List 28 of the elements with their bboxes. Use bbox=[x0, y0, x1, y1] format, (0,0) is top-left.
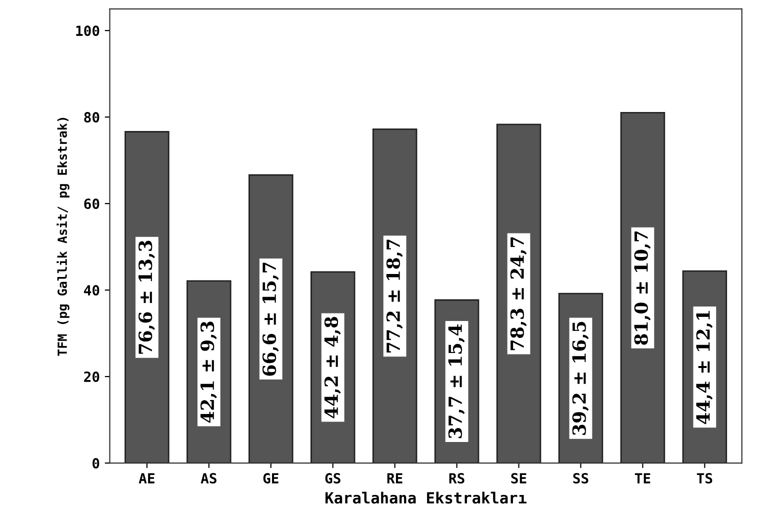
data-label: 39,2 ± 16,5 bbox=[572, 322, 589, 435]
data-label: 76,6 ± 13,3 bbox=[138, 240, 155, 354]
x-tick-label: GS bbox=[325, 473, 340, 484]
x-tick-label: GE bbox=[263, 473, 278, 484]
data-label: 81,0 ± 10,7 bbox=[634, 232, 651, 345]
x-tick-label: TE bbox=[634, 473, 650, 484]
y-tick-label: 80 bbox=[84, 112, 100, 123]
data-label: 78,3 ± 24,7 bbox=[510, 237, 527, 350]
y-tick-label: 100 bbox=[76, 26, 100, 36]
x-tick-label: RS bbox=[449, 473, 464, 484]
data-label: 77,2 ± 18,7 bbox=[386, 240, 403, 352]
y-tick-label: 20 bbox=[84, 372, 100, 382]
data-label: 44,4 ± 12,1 bbox=[696, 311, 713, 424]
x-tick-label: AE bbox=[138, 473, 154, 484]
y-tick-label: 60 bbox=[84, 198, 100, 210]
x-tick-label: SE bbox=[511, 473, 526, 484]
y-tick-label: 0 bbox=[92, 458, 100, 469]
x-tick-label: SS bbox=[573, 473, 588, 484]
x-tick-label: TS bbox=[696, 473, 712, 484]
x-axis-title: Karalahana Ekstrakları bbox=[326, 492, 526, 504]
x-tick-label: AS bbox=[200, 473, 216, 484]
y-tick-label: 40 bbox=[84, 285, 100, 296]
data-label: 44,2 ± 4,8 bbox=[324, 316, 341, 418]
x-tick-label: RE bbox=[387, 473, 402, 484]
data-label: 42,1 ± 9,3 bbox=[200, 322, 217, 423]
data-label: 37,7 ± 15,4 bbox=[448, 324, 465, 438]
data-label: 66,6 ± 15,7 bbox=[262, 262, 279, 376]
y-axis-title: TFM (pg Gallik Asit/ pg Ekstrak) bbox=[56, 118, 70, 356]
